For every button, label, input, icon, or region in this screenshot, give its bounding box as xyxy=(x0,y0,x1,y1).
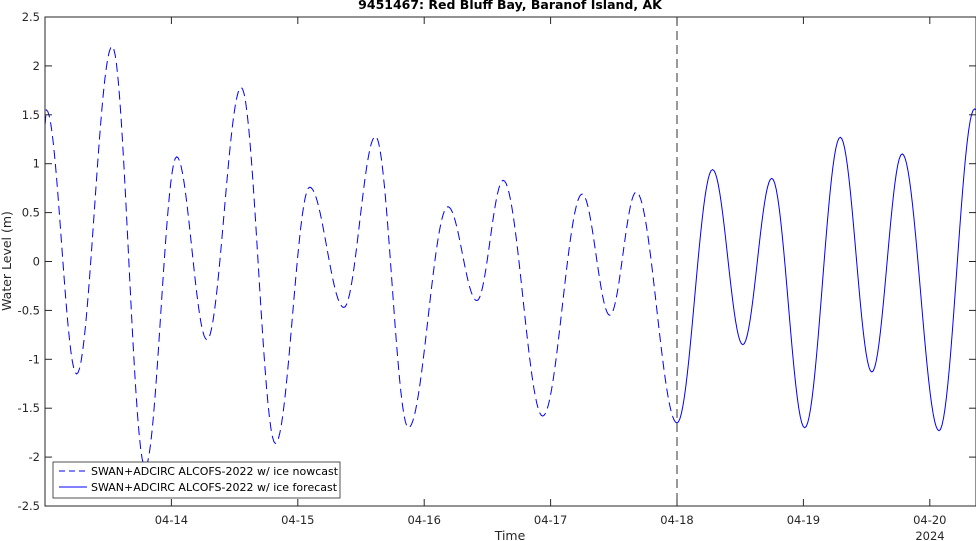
chart-title: 9451467: Red Bluff Bay, Baranof Island, … xyxy=(358,0,663,12)
legend-label-nowcast: SWAN+ADCIRC ALCOFS-2022 w/ ice nowcast xyxy=(91,465,339,478)
y-tick-label: 2 xyxy=(33,59,40,73)
y-tick-label: -0.5 xyxy=(18,303,40,317)
y-tick-label: 1 xyxy=(33,157,40,171)
y-tick-label: 2.5 xyxy=(22,10,40,24)
x-axis-ticks: 04-14 04-15 04-16 04-17 04-18 04-19 04-20 xyxy=(155,17,947,527)
series-line-nowcast xyxy=(44,45,678,468)
y-tick-label: 1.5 xyxy=(22,108,40,122)
x-tick-label: 04-16 xyxy=(407,513,440,527)
x-tick-label: 04-15 xyxy=(281,513,314,527)
legend-box xyxy=(52,461,341,499)
legend: SWAN+ADCIRC ALCOFS-2022 w/ ice nowcast S… xyxy=(52,461,341,499)
legend-label-forecast: SWAN+ADCIRC ALCOFS-2022 w/ ice forecast xyxy=(91,481,338,494)
y-tick-label: -1.5 xyxy=(18,401,40,415)
x-tick-label: 04-17 xyxy=(534,513,567,527)
y-tick-label: -2 xyxy=(29,450,40,464)
y-tick-label: 0 xyxy=(33,255,40,269)
series-line-forecast xyxy=(676,108,976,432)
plot-area-frame xyxy=(44,16,976,507)
y-axis-label: Water Level (m) xyxy=(0,211,14,311)
series-layer xyxy=(44,45,976,468)
x-axis-year-label: 2024 xyxy=(915,529,944,541)
x-tick-label: 04-18 xyxy=(660,513,693,527)
x-tick-label: 04-20 xyxy=(913,513,946,527)
x-tick-label: 04-19 xyxy=(787,513,820,527)
y-axis-ticks: -2.5 -2 -1.5 -1 -0.5 0 0.5 1 1.5 2 2.5 xyxy=(18,10,976,513)
x-axis-label: Time xyxy=(494,528,526,541)
x-tick-label: 04-14 xyxy=(155,513,188,527)
y-tick-label: -1 xyxy=(29,352,40,366)
y-tick-label: 0.5 xyxy=(22,206,40,220)
y-tick-label: -2.5 xyxy=(18,499,40,513)
